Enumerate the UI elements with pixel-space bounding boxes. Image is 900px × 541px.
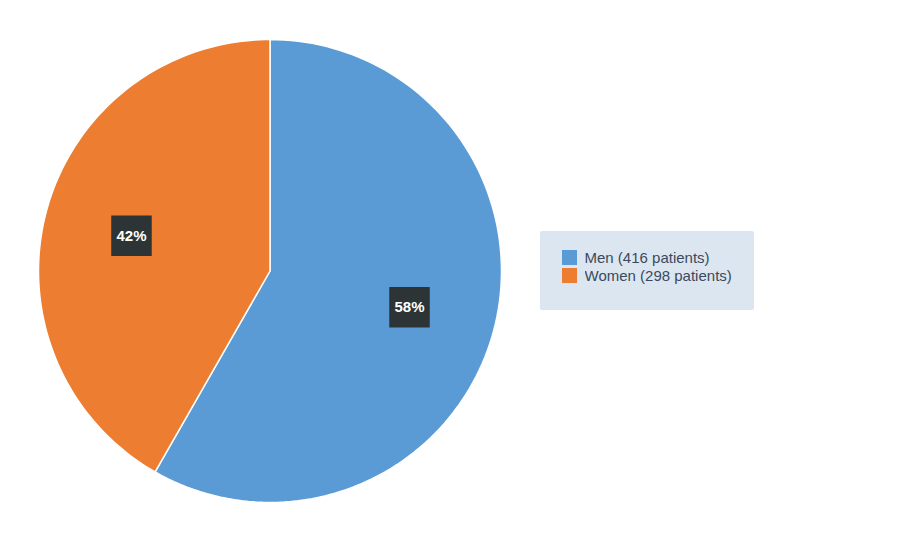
html-text:Men (416 patients): Men (416 patients) — [584, 248, 710, 266]
html-text:Women (298 patients): Women (298 patients) — [584, 266, 732, 284]
svg-text:58%: 58% — [394, 297, 424, 314]
svg-text:42%: 42% — [116, 226, 146, 243]
